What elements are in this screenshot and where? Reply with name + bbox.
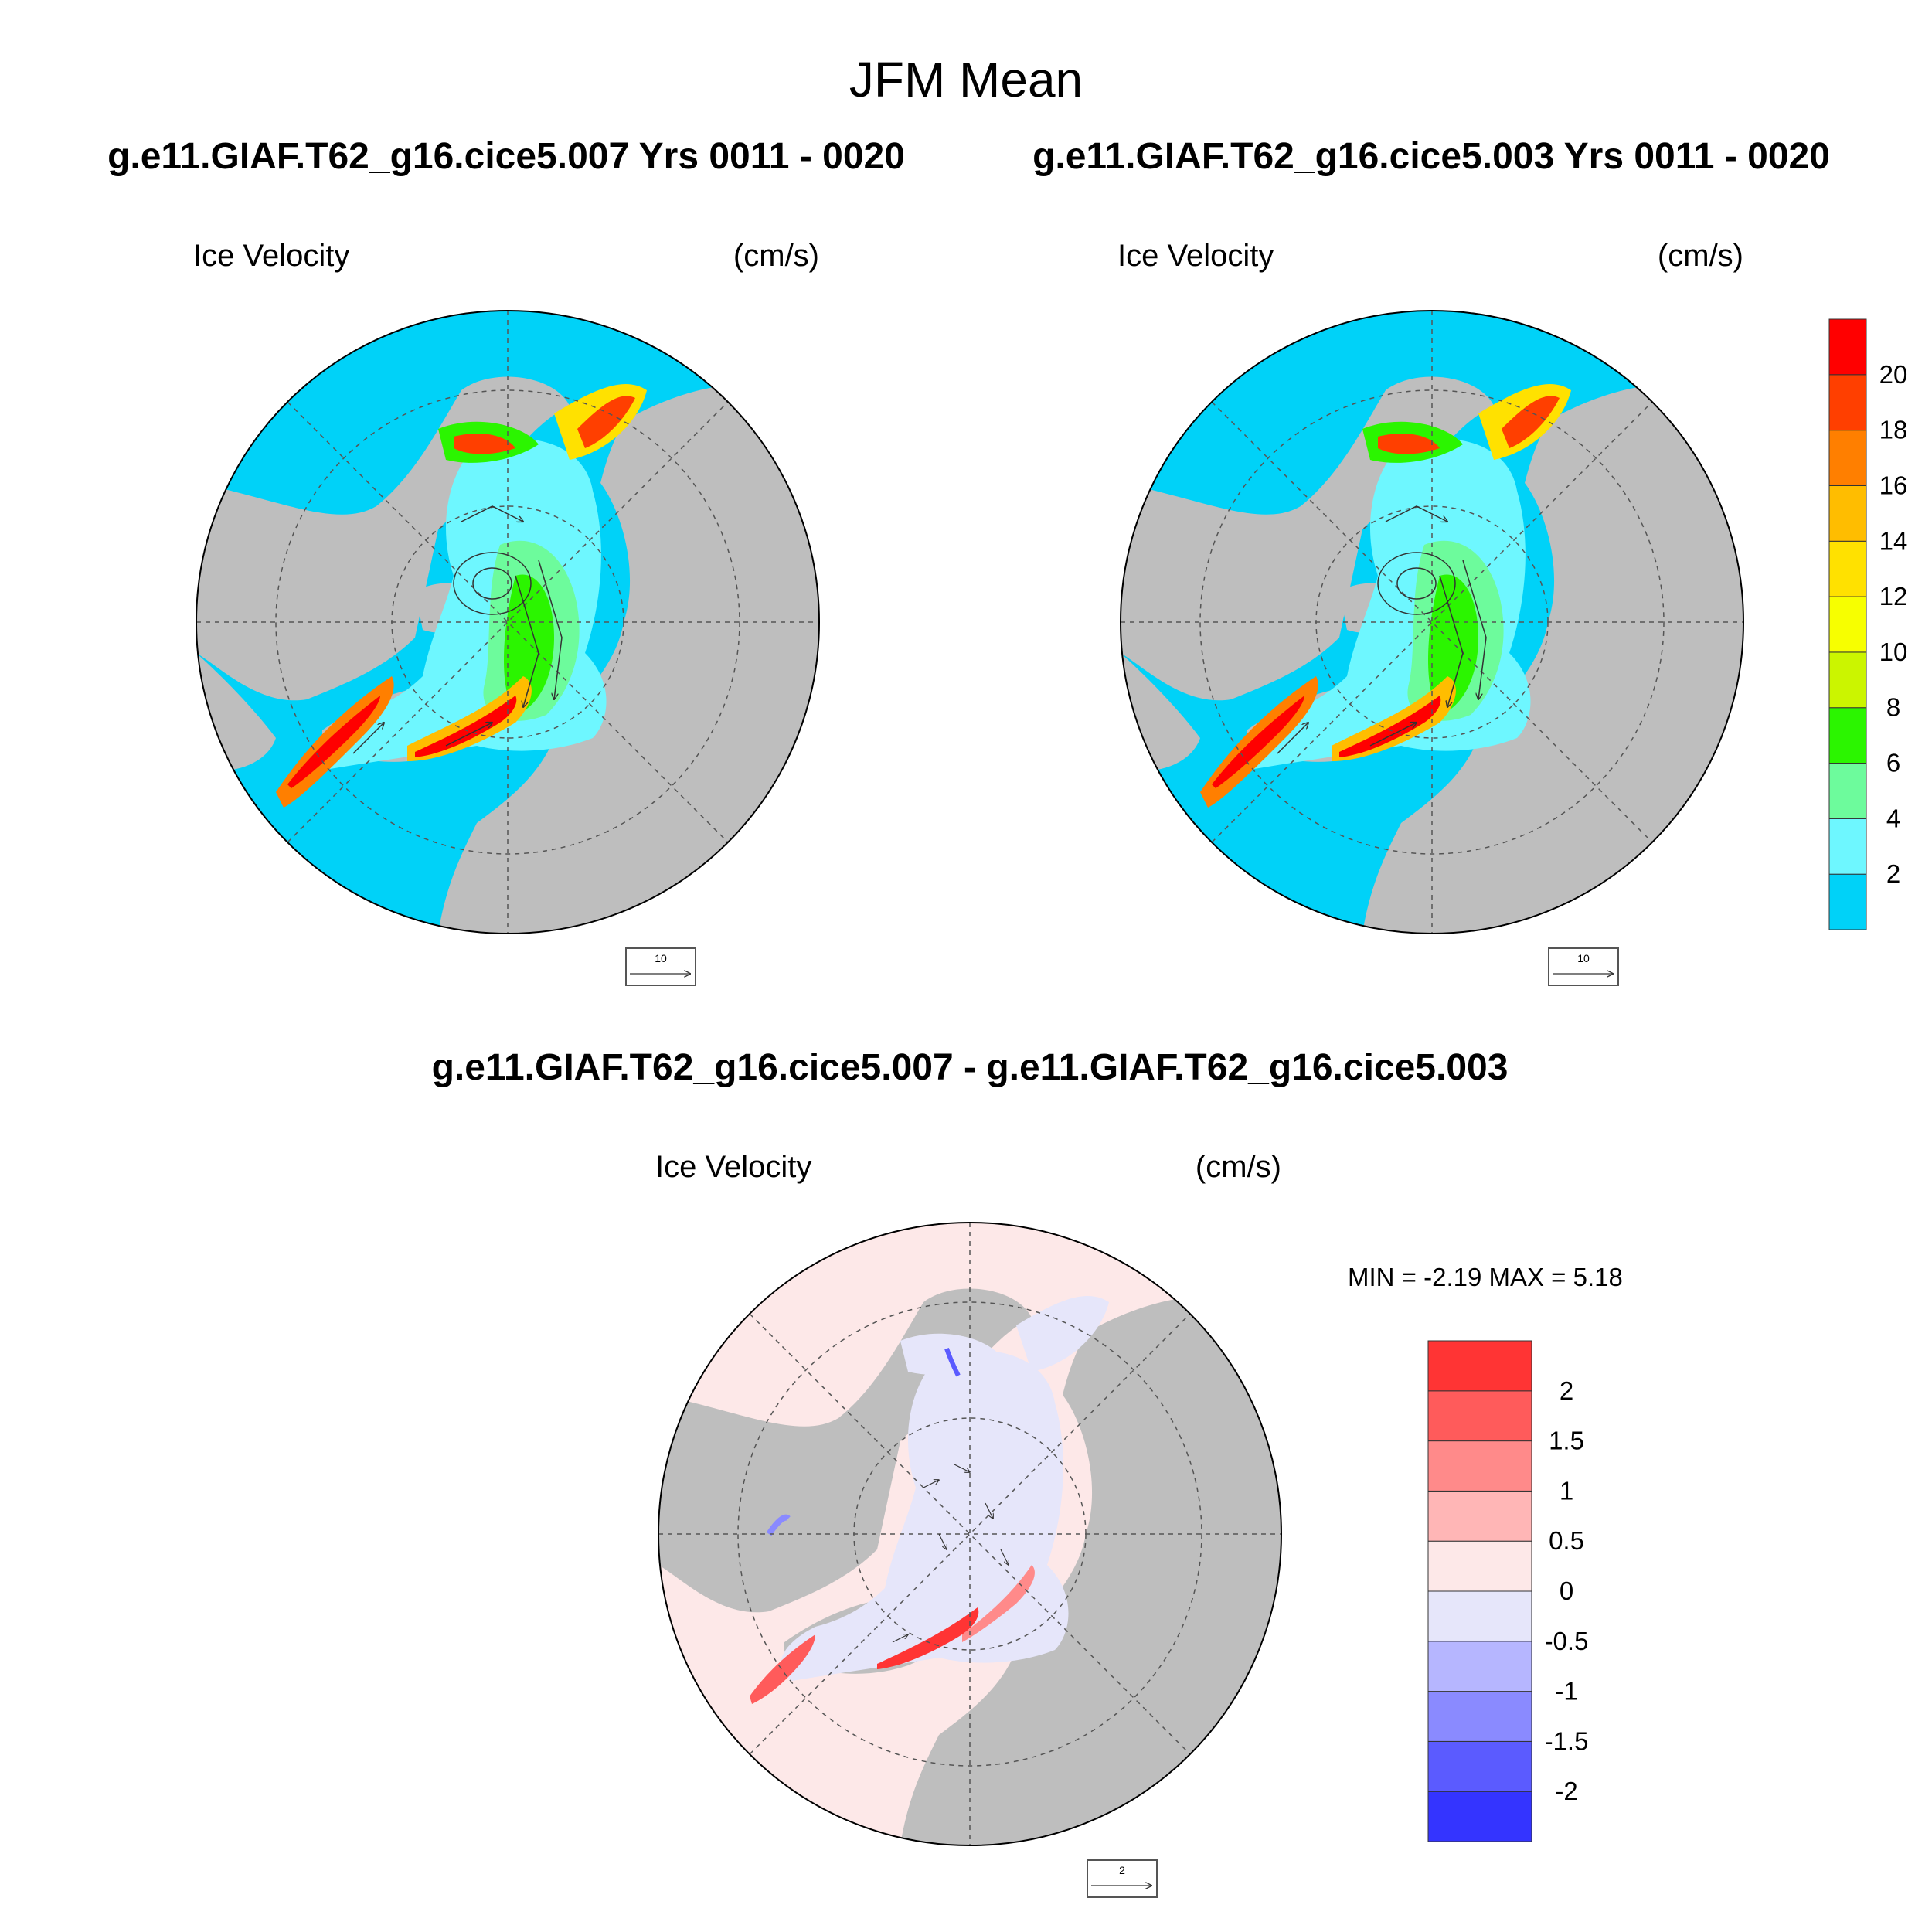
colorbar-diff-tick-label: 2	[1560, 1376, 1573, 1405]
colorbar-velocity-swatch	[1828, 707, 1867, 764]
colorbar-diff-tick-label: -0.5	[1545, 1627, 1589, 1655]
units-label-right: (cm/s)	[1658, 239, 1743, 273]
colorbar-velocity-tick-label: 18	[1879, 416, 1908, 444]
colorbar-velocity: 2 4 6 8 10 12 14 16 18 20	[1828, 318, 1908, 930]
colorbar-velocity-tick-label: 16	[1879, 471, 1908, 499]
colorbar-diff-tick-label: 0	[1560, 1577, 1573, 1605]
colorbar-diff-tick-label: -1.5	[1545, 1726, 1589, 1755]
polar-map-diff	[658, 1223, 1281, 1845]
colorbar-velocity-swatch	[1828, 651, 1867, 709]
colorbar-velocity-tick-label: 6	[1886, 749, 1900, 777]
colorbar-velocity-swatch	[1828, 596, 1867, 653]
map-border-right	[1120, 310, 1744, 934]
panel-difference: g.e11.GIAF.T62_g16.cice5.007 - g.e11.GIA…	[432, 1047, 1623, 1898]
colorbar-diff-tick-label: 1	[1560, 1476, 1573, 1505]
variable-label-right: Ice Velocity	[1117, 239, 1274, 273]
ref-vector-label-diff: 2	[1119, 1864, 1125, 1876]
colorbar-diff-swatch	[1427, 1691, 1532, 1742]
colorbar-diff-swatch	[1427, 1740, 1532, 1792]
colorbar-diff-swatch	[1427, 1440, 1532, 1492]
ref-vector-diff: 2	[1087, 1859, 1158, 1898]
panel-top-right: g.e11.GIAF.T62_g16.cice5.003 Yrs 0011 - …	[1032, 136, 1830, 986]
colorbar-velocity-swatch	[1828, 374, 1867, 431]
map-border-diff	[658, 1222, 1282, 1846]
colorbar-diff-swatch	[1427, 1791, 1532, 1842]
colorbar-diff-swatch	[1427, 1540, 1532, 1592]
colorbar-diff-swatch	[1427, 1590, 1532, 1642]
colorbar-diff-swatch	[1427, 1390, 1532, 1442]
colorbar-diff-tick-label: 0.5	[1549, 1526, 1584, 1555]
variable-label-diff: Ice Velocity	[655, 1150, 811, 1184]
colorbar-diff-tick-label: 1.5	[1549, 1427, 1584, 1455]
colorbar-velocity-swatch	[1828, 430, 1867, 486]
colorbar-difference: -2 -1.5 -1 -0.5 0 0.5 1 1.5 2	[1427, 1340, 1589, 1842]
run-label-right: g.e11.GIAF.T62_g16.cice5.003 Yrs 0011 - …	[1032, 136, 1830, 177]
colorbar-diff-swatch	[1427, 1641, 1532, 1692]
colorbar-velocity-swatch	[1828, 318, 1867, 376]
main-title: JFM Mean	[849, 52, 1083, 107]
units-label-left: (cm/s)	[733, 239, 819, 273]
panel-top-left: g.e11.GIAF.T62_g16.cice5.007 Yrs 0011 - …	[107, 136, 905, 986]
ref-vector-left: 10	[625, 947, 696, 986]
colorbar-velocity-swatch	[1828, 540, 1867, 597]
polar-map-left	[196, 311, 819, 934]
colorbar-velocity-tick-label: 10	[1879, 638, 1908, 666]
run-label-left: g.e11.GIAF.T62_g16.cice5.007 Yrs 0011 - …	[107, 136, 905, 177]
colorbar-velocity-tick-label: 20	[1879, 360, 1908, 389]
colorbar-velocity-swatch	[1828, 485, 1867, 542]
variable-label-left: Ice Velocity	[193, 239, 349, 273]
colorbar-diff-tick-label: -2	[1555, 1777, 1577, 1805]
polar-map-right	[1121, 311, 1743, 934]
colorbar-velocity-tick-label: 4	[1886, 804, 1900, 832]
colorbar-velocity-swatch	[1828, 818, 1867, 875]
ref-vector-label-right: 10	[1577, 952, 1590, 964]
ref-vector-right: 10	[1548, 947, 1619, 986]
colorbar-velocity-tick-label: 2	[1886, 859, 1900, 888]
colorbar-velocity-swatch	[1828, 873, 1867, 930]
map-border-left	[196, 310, 820, 934]
diff-label: g.e11.GIAF.T62_g16.cice5.007 - g.e11.GIA…	[432, 1047, 1509, 1088]
colorbar-velocity-tick-label: 14	[1879, 526, 1908, 555]
colorbar-diff-swatch	[1427, 1340, 1532, 1392]
colorbar-diff-tick-label: -1	[1555, 1677, 1577, 1706]
colorbar-velocity-tick-label: 8	[1886, 693, 1900, 722]
units-label-diff: (cm/s)	[1196, 1150, 1281, 1184]
colorbar-velocity-tick-label: 12	[1879, 582, 1908, 611]
colorbar-velocity-swatch	[1828, 763, 1867, 819]
colorbar-diff-swatch	[1427, 1490, 1532, 1542]
minmax-label: MIN = -2.19 MAX = 5.18	[1348, 1263, 1623, 1291]
ref-vector-label-left: 10	[655, 952, 667, 964]
